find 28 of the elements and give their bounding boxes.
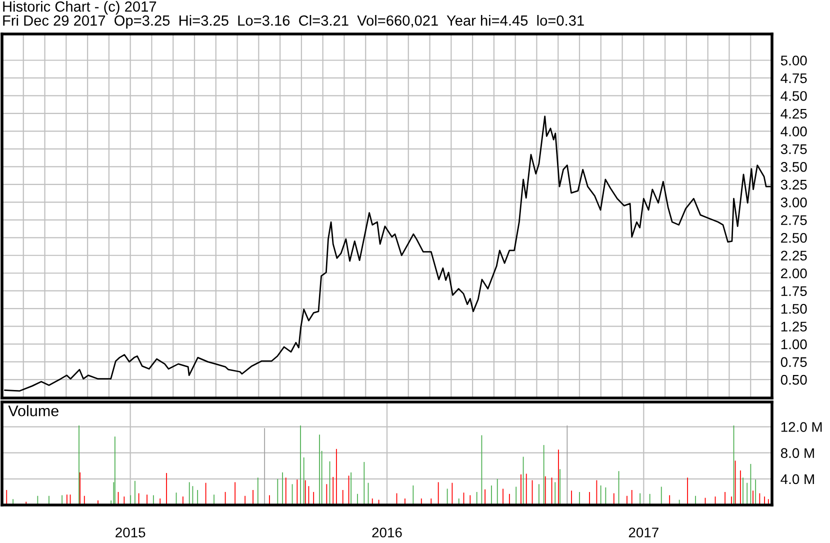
y-tick-label: 1.00 <box>781 339 807 350</box>
x-tick-label: 2016 <box>372 528 402 538</box>
y-tick-label: 1.25 <box>781 322 807 332</box>
y-tick-label: 3.25 <box>780 180 807 190</box>
y-tick-label: 2.50 <box>781 232 807 243</box>
y-tick-label: 2.75 <box>781 215 807 226</box>
y-tick-label: 3.75 <box>780 144 807 154</box>
y-tick-label: 1.50 <box>781 304 807 314</box>
y-tick-label: 5.00 <box>780 56 807 66</box>
y-tick-label: 4.0 M <box>780 474 814 484</box>
chart-subtitle: Fri Dec 29 2017 Op=3.25 Hi=3.25 Lo=3.16 Cl=3.21 Vol=660,021 Year hi=4.45 lo=0.31 <box>3 15 584 29</box>
y-tick-label: 0.50 <box>780 374 807 385</box>
y-tick-label: 0.75 <box>780 357 807 367</box>
y-tick-label: 8.0 M <box>780 448 814 458</box>
y-tick-label: 1.75 <box>781 286 807 296</box>
y-tick-label: 4.50 <box>780 91 807 101</box>
x-tick-label: 2015 <box>116 528 146 538</box>
y-tick-label: 2.25 <box>781 250 807 261</box>
chart-title: Historic Chart - (c) 2017 <box>3 1 156 15</box>
y-tick-label: 4.25 <box>780 108 807 119</box>
x-tick-label: 2017 <box>628 528 658 538</box>
annotation: Volume <box>8 405 58 416</box>
y-tick-label: 2.00 <box>781 268 807 278</box>
y-tick-label: 3.50 <box>780 162 807 172</box>
y-tick-label: 4.75 <box>780 73 807 84</box>
y-tick-label: 3.00 <box>780 198 807 208</box>
y-tick-label: 4.00 <box>780 126 807 136</box>
y-tick-label: 12.0 M <box>781 422 822 432</box>
